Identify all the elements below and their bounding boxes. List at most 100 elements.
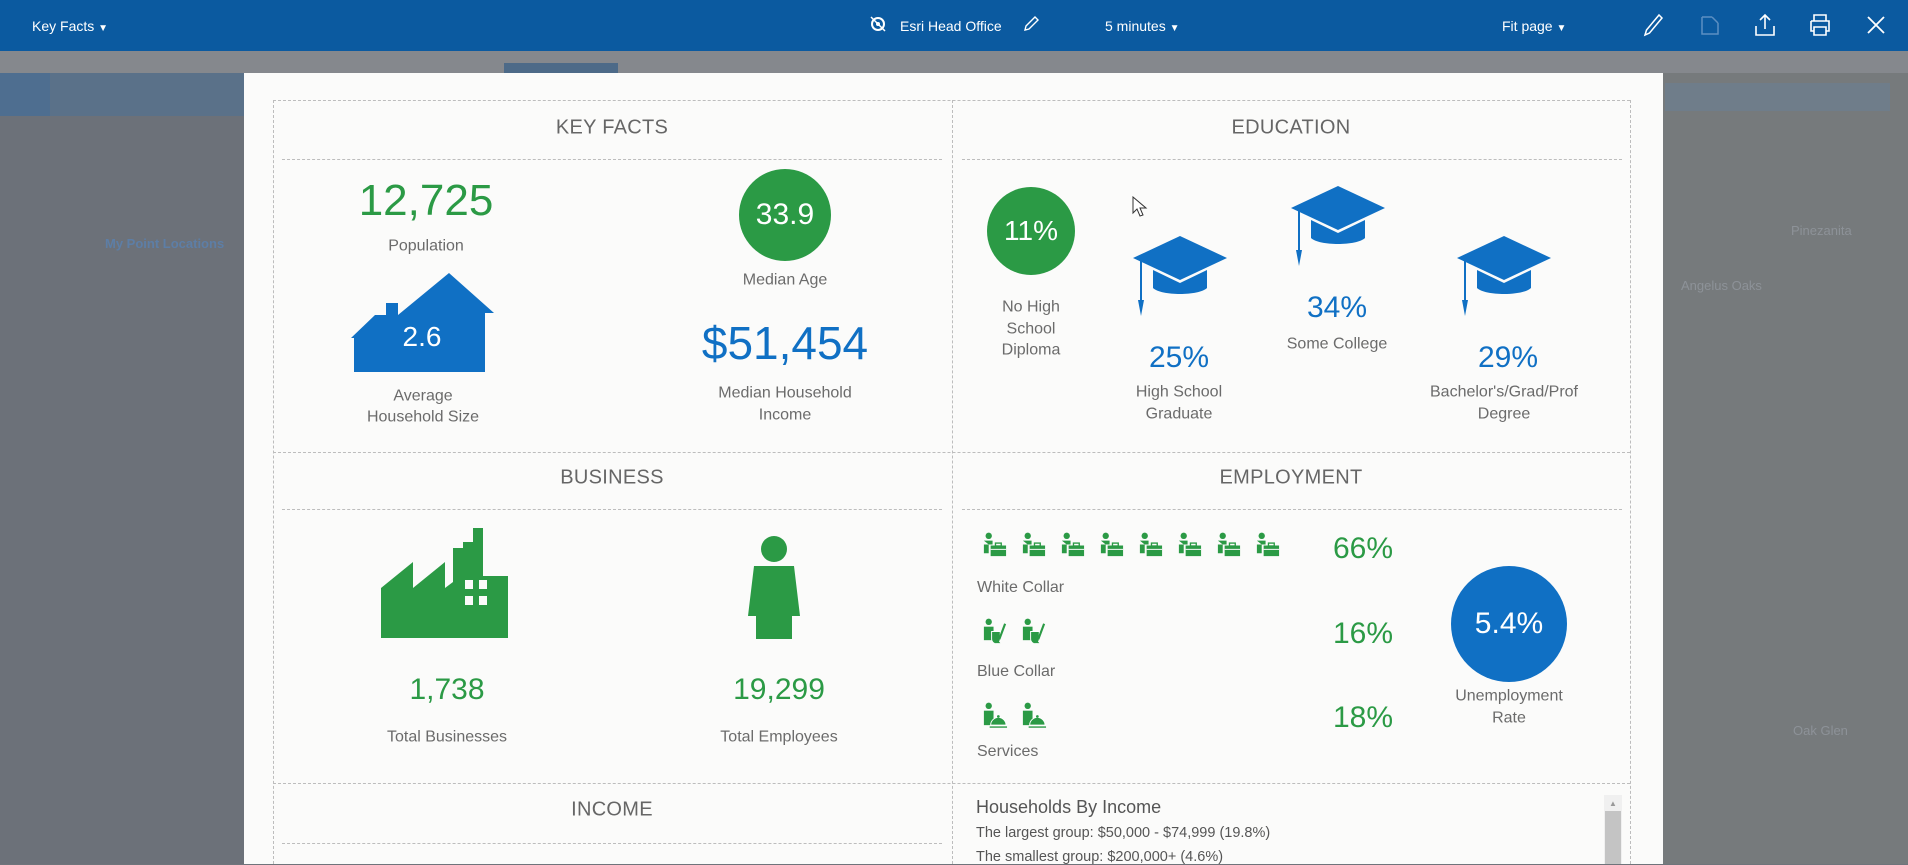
services-value: 18% bbox=[1332, 701, 1394, 734]
divider bbox=[273, 452, 1630, 453]
blue-collar-label: Blue Collar bbox=[977, 663, 1056, 680]
blue-collar-icons bbox=[981, 618, 1047, 645]
household-size-label-2: Household Size bbox=[366, 408, 480, 426]
share-upload-icon[interactable] bbox=[1752, 12, 1778, 38]
no-diploma-value: 11% bbox=[1004, 215, 1058, 246]
app-toolbar-strip bbox=[0, 51, 1908, 73]
total-employees-value: 19,299 bbox=[733, 673, 825, 706]
tree-item: My Point Locations bbox=[105, 236, 225, 251]
divider bbox=[282, 159, 942, 160]
background-layer-panel: My Point Locations bbox=[0, 73, 244, 864]
no-diploma-circle: 11% bbox=[987, 187, 1075, 275]
factory-icon bbox=[381, 528, 508, 638]
household-size-label-1: Average bbox=[393, 387, 453, 405]
caret-down-icon: ▼ bbox=[1556, 22, 1567, 34]
infographic-page: KEY FACTS 12,725 Population 33.9 Median … bbox=[244, 73, 1663, 865]
zoom-selector[interactable]: Fit page ▼ bbox=[1502, 18, 1566, 34]
median-age-label: Median Age bbox=[742, 271, 828, 289]
total-businesses-value: 1,738 bbox=[409, 673, 485, 706]
divider bbox=[282, 509, 942, 510]
edit-location-pencil-icon[interactable] bbox=[1022, 15, 1040, 33]
background-tab bbox=[504, 63, 618, 73]
median-age-value: 33.9 bbox=[755, 198, 815, 231]
divider bbox=[273, 100, 1630, 101]
no-diploma-label-2: School bbox=[1006, 320, 1056, 338]
background-map: Angelus Oaks Oak Glen Pinezanita bbox=[1663, 73, 1908, 864]
employee-person-icon bbox=[748, 536, 800, 639]
infographic-selector[interactable]: Key Facts ▼ bbox=[32, 18, 108, 34]
no-diploma-label-3: Diploma bbox=[1001, 341, 1061, 359]
mouse-cursor-icon bbox=[1132, 196, 1148, 217]
map-label: Oak Glen bbox=[1793, 723, 1848, 738]
broom-worker-icon bbox=[1022, 618, 1046, 645]
map-search bbox=[1665, 83, 1890, 111]
map-label: Angelus Oaks bbox=[1681, 278, 1762, 293]
export-icon[interactable] bbox=[1697, 12, 1723, 38]
median-income-value: $51,454 bbox=[701, 317, 869, 369]
briefcase-worker-icon bbox=[1256, 532, 1280, 557]
unemployment-value: 5.4% bbox=[1474, 607, 1544, 640]
service-bell-worker-icon bbox=[1022, 702, 1047, 728]
scrollbar-thumb[interactable] bbox=[1605, 811, 1621, 864]
interval-value: 5 minutes bbox=[1105, 17, 1166, 34]
business-title: BUSINESS bbox=[560, 466, 664, 489]
scroll-up-arrow-icon[interactable]: ▲ bbox=[1609, 799, 1617, 808]
education-title: EDUCATION bbox=[1231, 116, 1351, 139]
bachelors-label-1: Bachelor's/Grad/Prof bbox=[1429, 383, 1579, 401]
divider bbox=[273, 100, 274, 864]
graduation-cap-icon bbox=[1291, 186, 1385, 266]
some-college-label: Some College bbox=[1286, 335, 1388, 353]
median-age-circle: 33.9 bbox=[739, 169, 831, 261]
income-title: INCOME bbox=[571, 798, 653, 821]
briefcase-worker-icon bbox=[1022, 532, 1046, 557]
briefcase-worker-icon bbox=[1178, 532, 1202, 557]
total-employees-label: Total Employees bbox=[720, 728, 838, 746]
key-facts-title: KEY FACTS bbox=[555, 116, 669, 139]
income-scrollbar[interactable]: ▲ bbox=[1604, 795, 1622, 864]
no-diploma-label-1: No High bbox=[1002, 298, 1060, 316]
divider bbox=[282, 843, 942, 844]
unemployment-label-2: Rate bbox=[1492, 709, 1526, 727]
pencil-icon[interactable] bbox=[1640, 12, 1666, 38]
household-size-value: 2.6 bbox=[402, 321, 442, 352]
briefcase-worker-icon bbox=[1139, 532, 1163, 557]
briefcase-worker-icon bbox=[1061, 532, 1085, 557]
divider bbox=[962, 509, 1622, 510]
location-name: Esri Head Office bbox=[900, 17, 1002, 34]
unemployment-circle: 5.4% bbox=[1451, 566, 1567, 682]
white-collar-value: 66% bbox=[1332, 532, 1394, 565]
graduation-cap-icon bbox=[1133, 236, 1227, 316]
employment-title: EMPLOYMENT bbox=[1219, 466, 1363, 489]
median-income-label-2: Income bbox=[758, 406, 812, 424]
interval-selector[interactable]: 5 minutes ▼ bbox=[1105, 18, 1180, 34]
some-college-value: 34% bbox=[1306, 291, 1368, 324]
close-icon[interactable] bbox=[1863, 12, 1889, 38]
divider bbox=[952, 100, 953, 864]
zoom-value: Fit page bbox=[1502, 17, 1553, 34]
smallest-group-text: The smallest group: $200,000+ (4.6%) bbox=[976, 849, 1224, 865]
hs-value: 25% bbox=[1148, 341, 1210, 374]
house-icon bbox=[351, 273, 494, 372]
location-pin-icon bbox=[870, 16, 886, 32]
caret-down-icon: ▼ bbox=[1169, 22, 1180, 34]
background-panel-header bbox=[50, 73, 244, 116]
households-by-income-heading: Households By Income bbox=[976, 797, 1162, 817]
divider bbox=[1630, 100, 1631, 864]
broom-worker-icon bbox=[983, 618, 1007, 645]
infographic-toolbar: Key Facts ▼ Esri Head Office 5 minutes ▼… bbox=[0, 0, 1908, 51]
bachelors-value: 29% bbox=[1477, 341, 1539, 374]
infographic-title: Key Facts bbox=[32, 17, 95, 34]
briefcase-worker-icon bbox=[1217, 532, 1241, 557]
bachelors-label-2: Degree bbox=[1477, 405, 1531, 423]
hs-label-1: High School bbox=[1135, 383, 1223, 401]
print-icon[interactable] bbox=[1807, 12, 1833, 38]
briefcase-worker-icon bbox=[1100, 532, 1124, 557]
blue-collar-value: 16% bbox=[1332, 617, 1394, 650]
divider bbox=[962, 159, 1622, 160]
services-label: Services bbox=[977, 743, 1039, 760]
divider bbox=[273, 783, 1630, 784]
graduation-cap-icon bbox=[1457, 236, 1551, 316]
unemployment-label-1: Unemployment bbox=[1455, 687, 1563, 705]
population-label: Population bbox=[388, 237, 464, 255]
total-businesses-label: Total Businesses bbox=[386, 728, 508, 746]
